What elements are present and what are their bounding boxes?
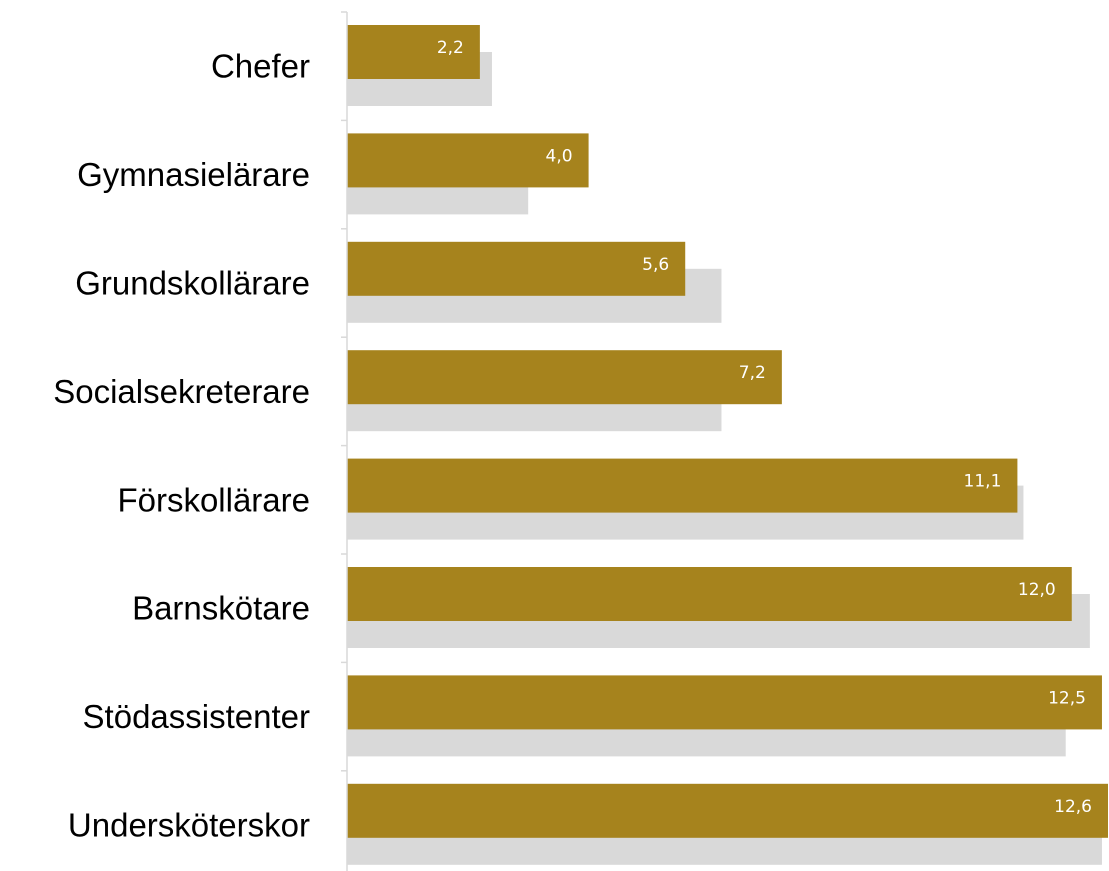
bar xyxy=(347,567,1072,621)
data-label: 12,6 xyxy=(1054,797,1092,817)
bar xyxy=(347,25,480,79)
main-bars xyxy=(347,25,1108,838)
data-label: 12,0 xyxy=(1018,580,1056,600)
category-label: Undersköterskor xyxy=(68,807,310,844)
category-label: Grundskollärare xyxy=(75,265,310,302)
category-axis xyxy=(341,11,348,871)
data-label: 12,5 xyxy=(1048,688,1086,708)
data-label: 2,2 xyxy=(437,38,464,58)
category-label: Barnskötare xyxy=(132,590,310,627)
bar xyxy=(347,675,1102,730)
bar xyxy=(347,458,1018,513)
bar xyxy=(347,133,589,188)
category-label: Stödassistenter xyxy=(83,698,310,735)
category-label: Socialsekreterare xyxy=(53,373,310,410)
data-label: 5,6 xyxy=(642,255,669,275)
data-label: 4,0 xyxy=(546,146,573,166)
data-label: 7,2 xyxy=(739,363,766,383)
bar xyxy=(347,241,686,296)
category-label: Förskollärare xyxy=(117,481,310,518)
category-label: Chefer xyxy=(211,48,310,85)
category-label: Gymnasielärare xyxy=(77,156,310,193)
bar xyxy=(347,783,1108,838)
bar xyxy=(347,350,782,405)
labels: 2,2 Chefer 4,0 Gymnasielärare 5,6 Grundskollä… xyxy=(53,38,1092,844)
data-label: 11,1 xyxy=(964,472,1002,492)
